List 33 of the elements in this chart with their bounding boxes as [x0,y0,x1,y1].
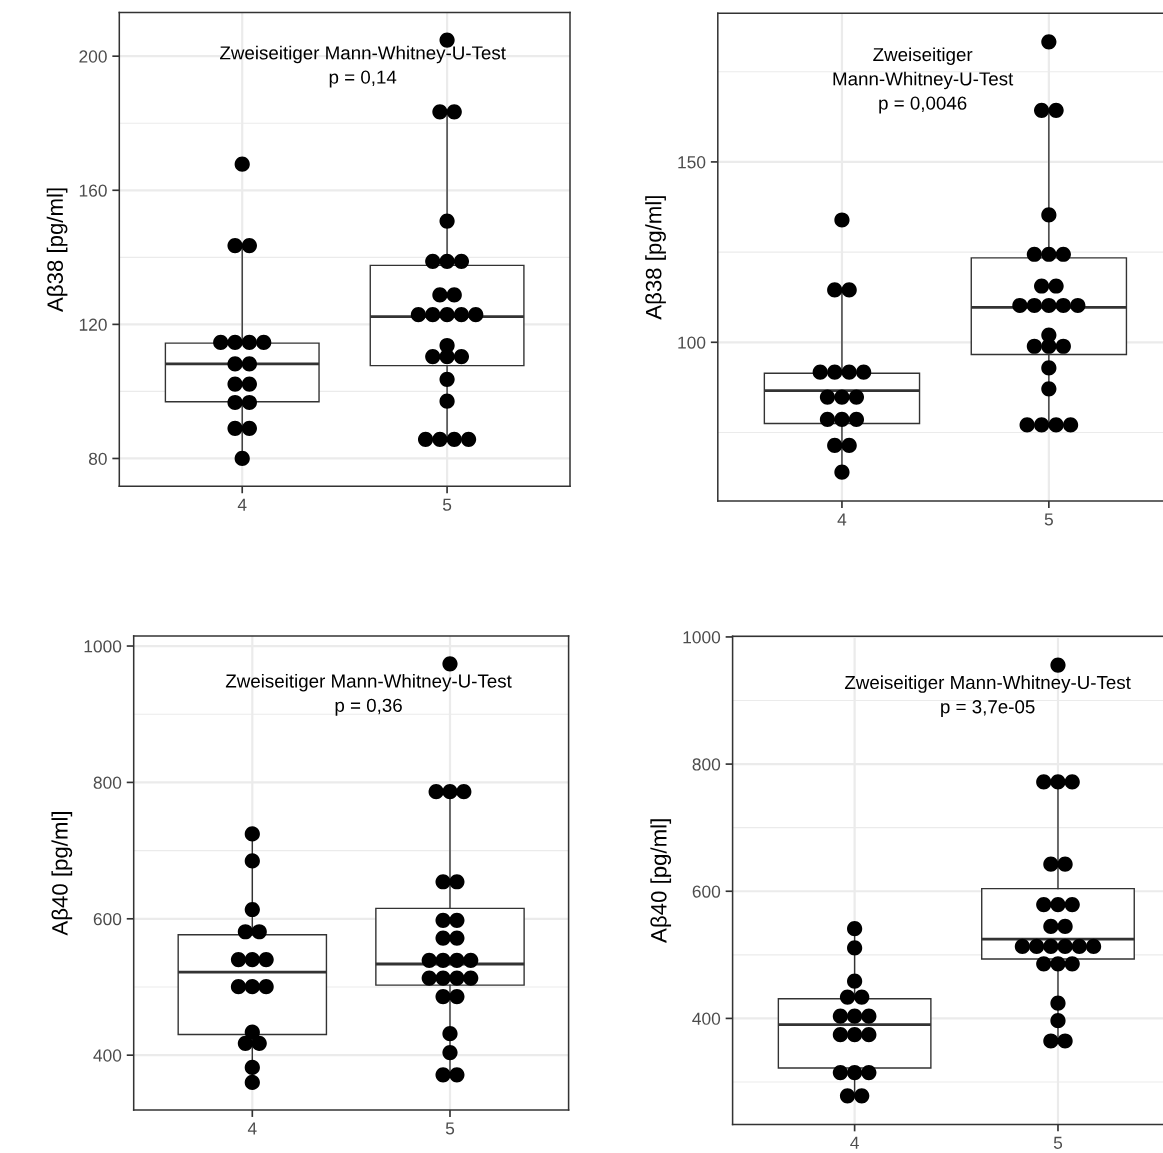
y-axis-title: Aβ38 [pg/ml] [645,196,666,320]
annotation: p = 0,36 [335,698,402,716]
y-tick-label: 1000 [683,631,721,644]
annotation: Zweiseitiger Mann-Whitney-U-Test [844,675,1131,693]
y-tick-label: 600 [93,912,122,926]
annotation: p = 3,7e-05 [941,700,1035,718]
x-tick-label: 5 [445,1122,455,1135]
x-tick-label: 4 [237,498,247,511]
annotation: p = 0,14 [329,70,397,88]
y-tick-label: 150 [678,156,706,169]
y-axis-title: Aβ38 [pg/ml] [46,188,68,312]
y-axis-title: Aβ40 [pg/ml] [51,811,73,936]
annotation: Zweiseitiger Mann-Whitney-U-Test [220,45,506,64]
annotation: p = 0,0046 [879,96,967,114]
y-tick-label: 80 [88,452,107,465]
x-tick-label: 4 [247,1122,257,1135]
y-tick-label: 160 [79,184,107,197]
annotation: Zweiseitiger Mann-Whitney-U-Test [225,673,512,692]
y-tick-label: 800 [93,776,122,789]
x-tick-label: 4 [837,513,847,526]
x-tick-label: 5 [442,498,452,511]
y-axis-title: Aβ40 [pg/ml] [650,819,672,943]
y-tick-label: 1000 [84,640,122,653]
y-tick-label: 120 [79,318,107,331]
x-tick-label: 4 [850,1136,859,1149]
y-tick-label: 800 [692,758,721,771]
x-tick-label: 5 [1053,1136,1063,1149]
y-tick-label: 400 [692,1012,721,1025]
y-tick-label: 400 [93,1049,122,1062]
y-tick-label: 600 [692,885,721,898]
x-tick-label: 5 [1044,513,1053,526]
y-tick-label: 200 [79,50,107,63]
y-tick-label: 100 [678,336,706,349]
